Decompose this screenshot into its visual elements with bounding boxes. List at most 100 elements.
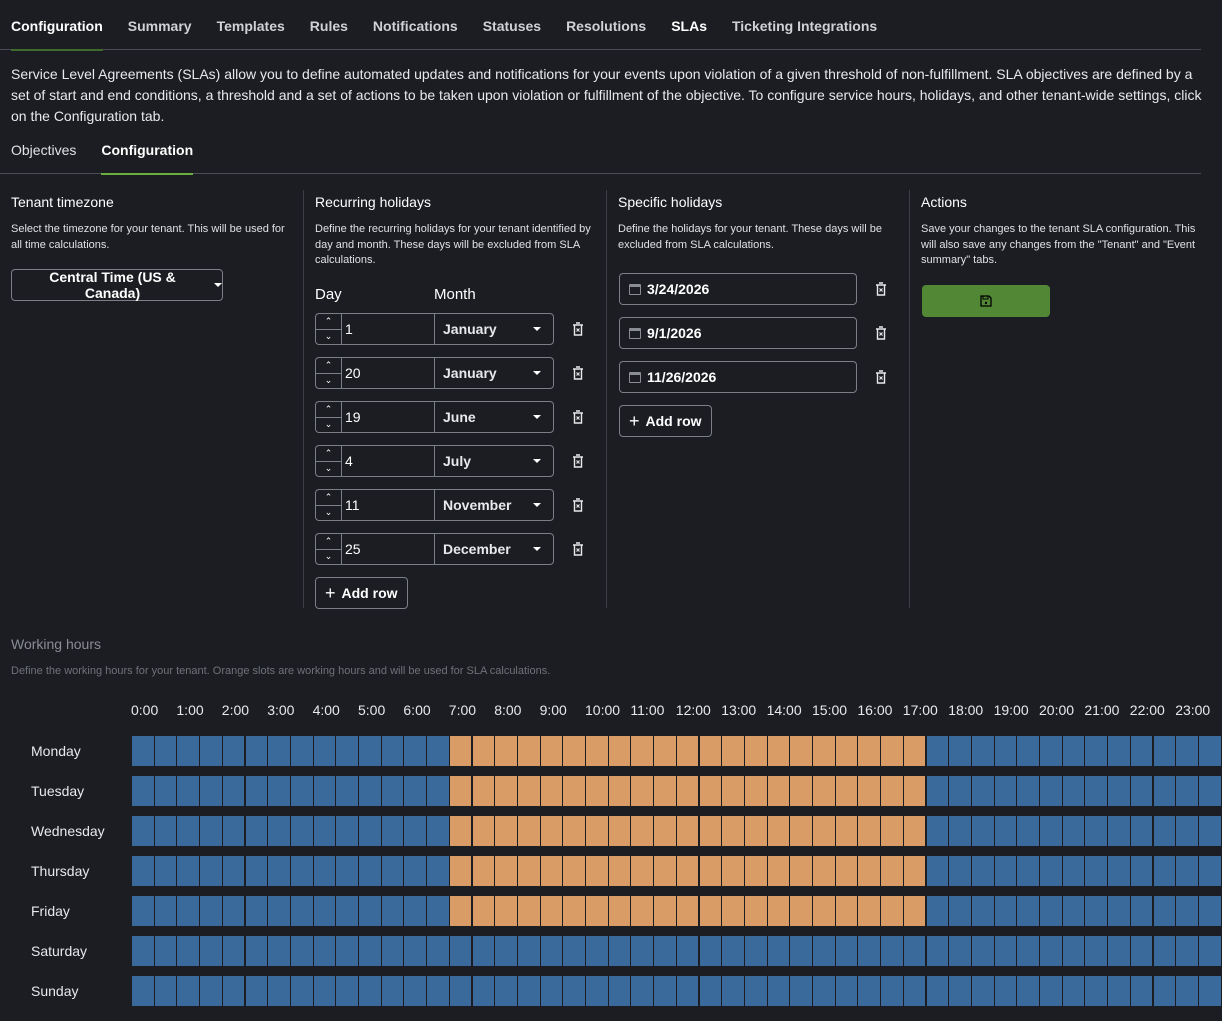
working-slot[interactable] [449,896,472,926]
non-working-slot[interactable] [268,856,290,886]
non-working-slot[interactable] [835,936,858,966]
month-dropdown[interactable]: January [435,314,553,344]
non-working-slot[interactable] [268,816,290,846]
working-slot[interactable] [495,856,517,886]
non-working-slot[interactable] [404,856,427,886]
non-working-slot[interactable] [994,936,1017,966]
trash-icon[interactable] [572,498,584,512]
non-working-slot[interactable] [744,936,767,966]
non-working-slot[interactable] [1017,976,1039,1006]
working-slot[interactable] [540,856,563,886]
non-working-slot[interactable] [404,736,427,766]
non-working-slot[interactable] [177,776,200,806]
working-slot[interactable] [767,896,790,926]
non-working-slot[interactable] [177,976,200,1006]
working-slot[interactable] [722,736,744,766]
non-working-slot[interactable] [949,816,971,846]
working-slot[interactable] [495,896,517,926]
non-working-slot[interactable] [631,976,654,1006]
working-slot[interactable] [813,736,835,766]
non-working-slot[interactable] [676,976,699,1006]
non-working-slot[interactable] [336,896,358,926]
non-working-slot[interactable] [971,976,994,1006]
trash-icon[interactable] [875,282,887,296]
non-working-slot[interactable] [381,776,404,806]
non-working-slot[interactable] [949,976,971,1006]
subtab-objectives[interactable]: Objectives [11,142,77,158]
working-slot[interactable] [767,816,790,846]
tab-notifications[interactable]: Notifications [372,18,458,34]
working-slot[interactable] [563,856,585,886]
non-working-slot[interactable] [359,896,381,926]
working-slot[interactable] [903,776,926,806]
tab-ticketing-integrations[interactable]: Ticketing Integrations [731,18,878,34]
non-working-slot[interactable] [359,736,381,766]
working-slot[interactable] [631,736,654,766]
non-working-slot[interactable] [177,736,200,766]
non-working-slot[interactable] [313,736,336,766]
working-slot[interactable] [449,776,472,806]
non-working-slot[interactable] [949,776,971,806]
working-slot[interactable] [676,856,699,886]
non-working-slot[interactable] [313,816,336,846]
working-slot[interactable] [495,736,517,766]
non-working-slot[interactable] [903,976,926,1006]
working-slot[interactable] [790,816,812,846]
non-working-slot[interactable] [268,776,290,806]
non-working-slot[interactable] [381,816,404,846]
trash-icon[interactable] [572,322,584,336]
non-working-slot[interactable] [268,936,290,966]
non-working-slot[interactable] [971,856,994,886]
non-working-slot[interactable] [949,856,971,886]
non-working-slot[interactable] [154,856,177,886]
tab-slas[interactable]: SLAs [671,18,707,34]
non-working-slot[interactable] [154,976,177,1006]
non-working-slot[interactable] [336,856,358,886]
day-input[interactable]: 25 [342,534,435,564]
day-input[interactable]: 11 [342,490,435,520]
trash-icon[interactable] [572,454,584,468]
non-working-slot[interactable] [1017,896,1039,926]
working-slot[interactable] [517,896,540,926]
non-working-slot[interactable] [971,736,994,766]
working-slot[interactable] [586,816,608,846]
non-working-slot[interactable] [813,976,835,1006]
non-working-slot[interactable] [359,936,381,966]
non-working-slot[interactable] [1198,776,1221,806]
non-working-slot[interactable] [971,776,994,806]
working-slot[interactable] [586,736,608,766]
non-working-slot[interactable] [926,816,949,846]
non-working-slot[interactable] [222,856,245,886]
non-working-slot[interactable] [926,736,949,766]
non-working-slot[interactable] [971,896,994,926]
non-working-slot[interactable] [336,776,358,806]
working-slot[interactable] [654,896,676,926]
working-slot[interactable] [654,776,676,806]
working-slot[interactable] [858,896,881,926]
non-working-slot[interactable] [245,896,268,926]
non-working-slot[interactable] [222,896,245,926]
non-working-slot[interactable] [1153,936,1176,966]
non-working-slot[interactable] [994,816,1017,846]
working-slot[interactable] [676,816,699,846]
non-working-slot[interactable] [1017,936,1039,966]
working-slot[interactable] [608,816,631,846]
working-slot[interactable] [540,816,563,846]
non-working-slot[interactable] [563,976,585,1006]
non-working-slot[interactable] [1062,896,1085,926]
working-slot[interactable] [699,736,722,766]
non-working-slot[interactable] [722,976,744,1006]
non-working-slot[interactable] [1040,936,1062,966]
non-working-slot[interactable] [1085,976,1108,1006]
non-working-slot[interactable] [404,896,427,926]
non-working-slot[interactable] [1062,976,1085,1006]
non-working-slot[interactable] [1017,736,1039,766]
working-slot[interactable] [699,776,722,806]
non-working-slot[interactable] [472,936,495,966]
non-working-slot[interactable] [359,856,381,886]
day-stepper[interactable]: ⌃ ⌄ [316,490,342,520]
working-slot[interactable] [449,816,472,846]
holiday-date-input[interactable]: 11/26/2026 [619,361,857,393]
non-working-slot[interactable] [1130,816,1153,846]
non-working-slot[interactable] [1108,936,1130,966]
